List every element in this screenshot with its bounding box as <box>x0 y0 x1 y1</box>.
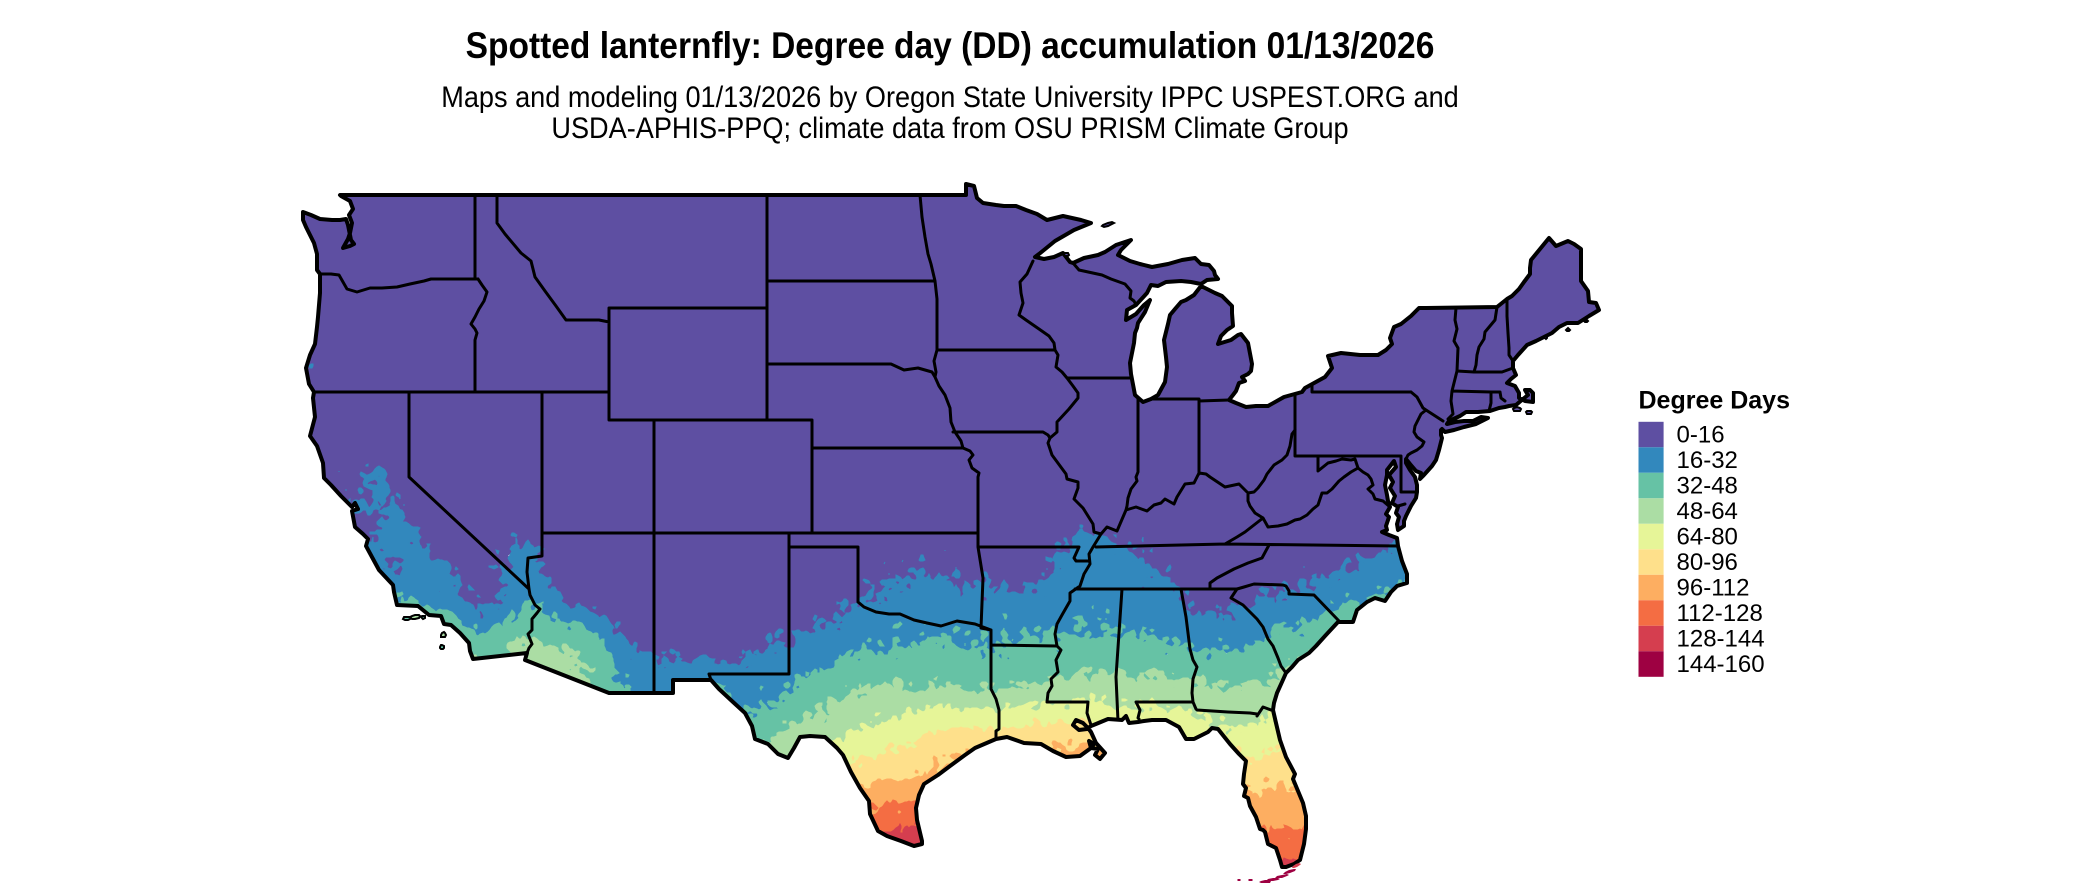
svg-text:144-160: 144-160 <box>1677 651 1765 678</box>
svg-text:80-96: 80-96 <box>1677 549 1738 576</box>
svg-text:16-32: 16-32 <box>1677 447 1738 474</box>
svg-text:112-128: 112-128 <box>1677 600 1763 627</box>
svg-text:128-144: 128-144 <box>1677 626 1765 653</box>
svg-text:Degree Days: Degree Days <box>1639 387 1790 415</box>
svg-text:96-112: 96-112 <box>1677 575 1750 602</box>
svg-text:48-64: 48-64 <box>1677 498 1738 525</box>
svg-text:64-80: 64-80 <box>1677 524 1738 551</box>
svg-text:32-48: 32-48 <box>1677 473 1738 500</box>
svg-text:0-16: 0-16 <box>1677 422 1725 449</box>
